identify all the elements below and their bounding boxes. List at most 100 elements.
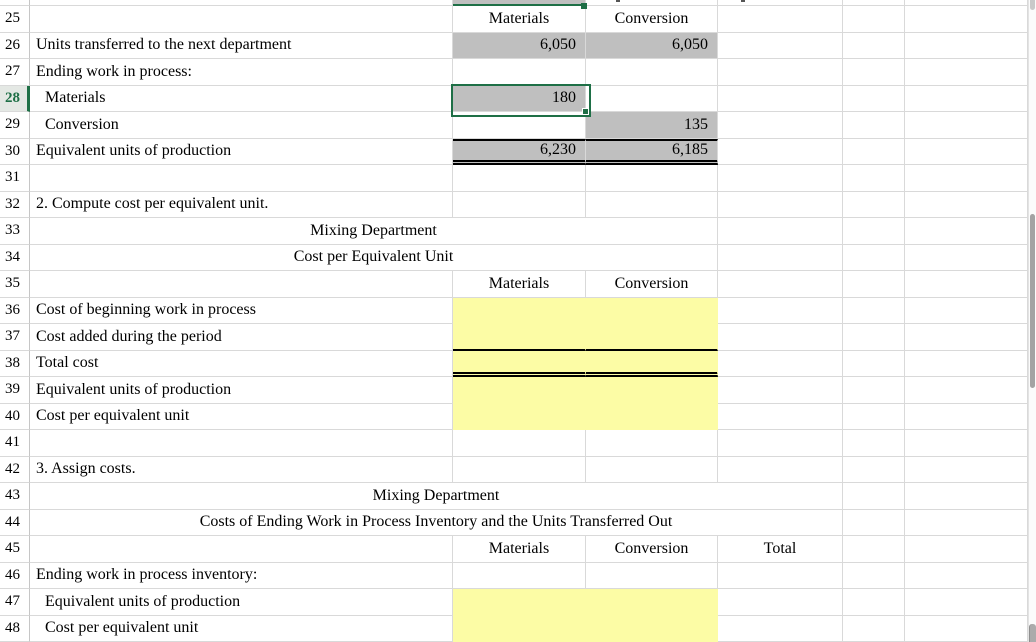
cell-D28[interactable]: [586, 85, 718, 112]
cell-F39[interactable]: [843, 377, 905, 404]
cell-E32[interactable]: [718, 191, 843, 218]
cell-B43-merged-title[interactable]: Mixing Department: [30, 483, 843, 510]
cell-B26[interactable]: Units transferred to the next department: [30, 32, 453, 59]
cell-B37[interactable]: Cost added during the period: [30, 324, 453, 351]
cell-D29[interactable]: 135: [586, 112, 718, 139]
cell-G40[interactable]: [905, 403, 1028, 430]
cell-E24[interactable]: [718, 0, 843, 6]
row-header-43[interactable]: 43: [0, 483, 30, 510]
cell-G32[interactable]: [905, 191, 1028, 218]
cell-C29[interactable]: [453, 112, 586, 139]
cell-F28[interactable]: [843, 85, 905, 112]
cell-F24[interactable]: [843, 0, 905, 6]
cell-C39[interactable]: [453, 377, 586, 404]
cell-E41[interactable]: [718, 430, 843, 457]
cell-B40[interactable]: Cost per equivalent unit: [30, 403, 453, 430]
row-header-36[interactable]: 36: [0, 297, 30, 324]
cell-B46[interactable]: Ending work in process inventory:: [30, 562, 453, 589]
row-header-35[interactable]: 35: [0, 271, 30, 298]
cell-E42[interactable]: [718, 456, 843, 483]
cell-C30[interactable]: 6,230: [453, 138, 586, 165]
cell-E45[interactable]: Total: [718, 536, 843, 563]
cell-E40[interactable]: [718, 403, 843, 430]
cell-B42[interactable]: 3. Assign costs.: [30, 456, 453, 483]
cell-E31[interactable]: [718, 165, 843, 192]
cell-D26[interactable]: 6,050: [586, 32, 718, 59]
cell-D47[interactable]: [586, 589, 718, 616]
cell-G31[interactable]: [905, 165, 1028, 192]
cell-D36[interactable]: [586, 297, 718, 324]
cell-E25[interactable]: [718, 6, 843, 33]
cell-B39[interactable]: Equivalent units of production: [30, 377, 453, 404]
cell-F41[interactable]: [843, 430, 905, 457]
cell-F35[interactable]: [843, 271, 905, 298]
cell-B47[interactable]: Equivalent units of production: [30, 589, 453, 616]
cell-C35[interactable]: Materials: [453, 271, 586, 298]
cell-D24[interactable]: [586, 0, 718, 6]
cell-E39[interactable]: [718, 377, 843, 404]
cell-C32[interactable]: [453, 191, 586, 218]
row-header-37[interactable]: 37: [0, 324, 30, 351]
cell-C28[interactable]: 180: [453, 85, 586, 112]
cell-F48[interactable]: [843, 615, 905, 642]
cell-E34[interactable]: [718, 244, 843, 271]
row-header-26[interactable]: 26: [0, 32, 30, 59]
cell-G48[interactable]: [905, 615, 1028, 642]
cell-B33-merged-title[interactable]: Mixing Department: [30, 218, 718, 245]
cell-B41[interactable]: [30, 430, 453, 457]
cell-G44[interactable]: [905, 509, 1028, 536]
row-header-30[interactable]: 30: [0, 138, 30, 165]
cell-B27[interactable]: Ending work in process:: [30, 59, 453, 86]
cell-D38[interactable]: [586, 350, 718, 377]
cell-G47[interactable]: [905, 589, 1028, 616]
cell-D35[interactable]: Conversion: [586, 271, 718, 298]
cell-F29[interactable]: [843, 112, 905, 139]
cell-F40[interactable]: [843, 403, 905, 430]
cell-G26[interactable]: [905, 32, 1028, 59]
cell-C41[interactable]: [453, 430, 586, 457]
row-header-47[interactable]: 47: [0, 589, 30, 616]
row-header-27[interactable]: 27: [0, 59, 30, 86]
cell-E38[interactable]: [718, 350, 843, 377]
cell-D42[interactable]: [586, 456, 718, 483]
cell-G38[interactable]: [905, 350, 1028, 377]
cell-G37[interactable]: [905, 324, 1028, 351]
cell-G27[interactable]: [905, 59, 1028, 86]
cell-B25[interactable]: [30, 6, 453, 33]
cell-G46[interactable]: [905, 562, 1028, 589]
cell-B28[interactable]: Materials: [30, 85, 453, 112]
vertical-scrollbar-thumb[interactable]: [1030, 214, 1035, 388]
cell-B34-merged-title[interactable]: Cost per Equivalent Unit: [30, 244, 718, 271]
cell-G24[interactable]: [905, 0, 1028, 6]
row-header-48[interactable]: 48: [0, 615, 30, 642]
cell-G33[interactable]: [905, 218, 1028, 245]
cell-F34[interactable]: [843, 244, 905, 271]
cell-G25[interactable]: [905, 6, 1028, 33]
cell-B30[interactable]: Equivalent units of production: [30, 138, 453, 165]
cell-G41[interactable]: [905, 430, 1028, 457]
cell-C36[interactable]: [453, 297, 586, 324]
cell-D27[interactable]: [586, 59, 718, 86]
cell-C26[interactable]: 6,050: [453, 32, 586, 59]
cell-D30[interactable]: 6,185: [586, 138, 718, 165]
cell-D25[interactable]: Conversion: [586, 6, 718, 33]
cell-G45[interactable]: [905, 536, 1028, 563]
row-header-39[interactable]: 39: [0, 377, 30, 404]
row-header-24[interactable]: [0, 0, 30, 6]
cell-E47[interactable]: [718, 589, 843, 616]
row-header-33[interactable]: 33: [0, 218, 30, 245]
row-header-31[interactable]: 31: [0, 165, 30, 192]
cell-D45[interactable]: Conversion: [586, 536, 718, 563]
cell-G42[interactable]: [905, 456, 1028, 483]
cell-B44-merged-title[interactable]: Costs of Ending Work in Process Inventor…: [30, 509, 843, 536]
cell-F36[interactable]: [843, 297, 905, 324]
row-header-42[interactable]: 42: [0, 456, 30, 483]
cell-D40[interactable]: [586, 403, 718, 430]
cell-G30[interactable]: [905, 138, 1028, 165]
cell-C37[interactable]: [453, 324, 586, 351]
cell-B38[interactable]: Total cost: [30, 350, 453, 377]
row-header-32[interactable]: 32: [0, 191, 30, 218]
cell-F27[interactable]: [843, 59, 905, 86]
cell-B45[interactable]: [30, 536, 453, 563]
cell-G35[interactable]: [905, 271, 1028, 298]
